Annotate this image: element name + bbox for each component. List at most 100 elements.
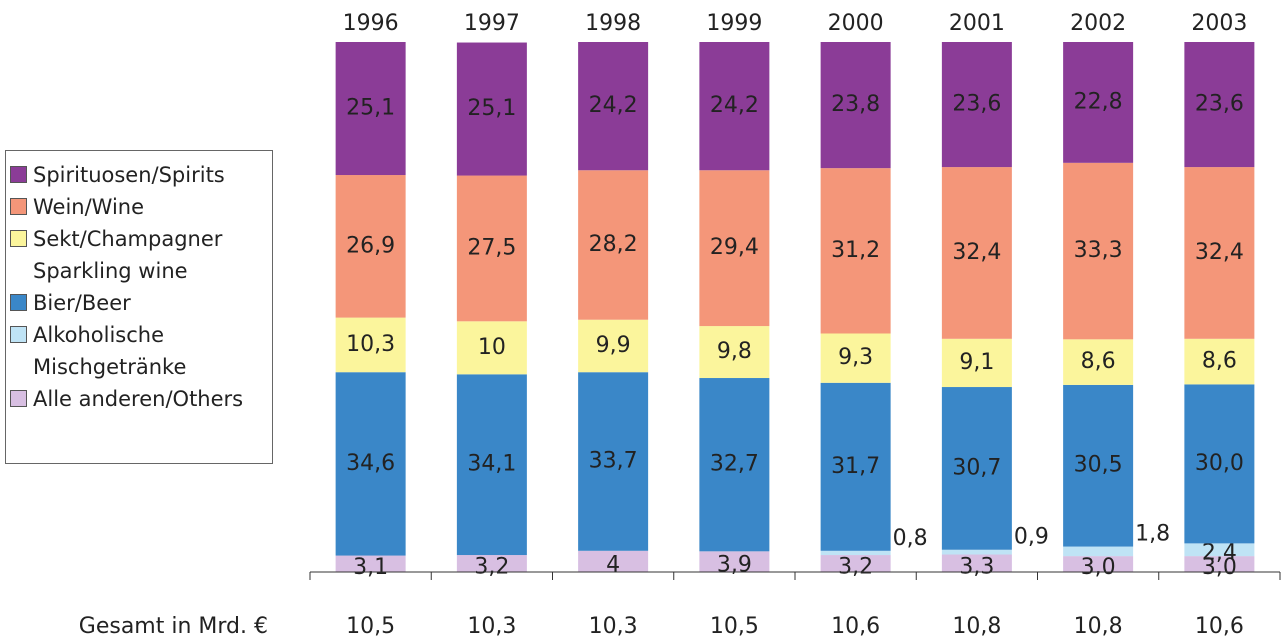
bar-segment <box>578 319 649 373</box>
value-label: 34,1 <box>467 452 516 477</box>
value-label: 31,7 <box>831 454 880 479</box>
x-tick-label: 1999 <box>706 11 762 36</box>
legend-swatch <box>10 326 27 343</box>
bar-segment <box>1063 384 1134 547</box>
bar-segment <box>578 372 649 551</box>
bar-segment <box>1063 546 1134 557</box>
value-label: 32,4 <box>952 240 1001 265</box>
legend-label: Sekt/Champagner Sparkling wine <box>33 227 223 283</box>
legend-label: Spirituosen/Spirits <box>33 163 225 187</box>
value-label: 4 <box>606 552 620 577</box>
legend-swatch <box>10 230 27 247</box>
value-label: 3,0 <box>1081 555 1116 580</box>
value-label: 0,9 <box>1014 525 1049 550</box>
value-label: 33,7 <box>589 448 638 473</box>
value-label: 32,4 <box>1195 240 1244 265</box>
bar-segment <box>456 175 527 322</box>
bar-segment <box>456 555 527 572</box>
value-label: 3,2 <box>838 555 873 580</box>
value-label: 9,1 <box>959 350 994 375</box>
legend-label: Wein/Wine <box>33 195 145 219</box>
total-label: 10,3 <box>589 614 638 639</box>
value-label: 9,3 <box>838 345 873 370</box>
value-label: 9,9 <box>596 333 631 358</box>
value-label: 22,8 <box>1074 89 1123 114</box>
value-label: 29,4 <box>710 235 759 260</box>
bar-segment <box>820 555 891 572</box>
value-label: 25,1 <box>346 96 395 121</box>
bar-segment <box>1184 384 1255 544</box>
bar-segment <box>699 170 770 327</box>
bar-segment <box>456 321 527 375</box>
bar-segment <box>941 549 1012 555</box>
total-label: 10,5 <box>710 614 759 639</box>
value-label: 3,1 <box>353 555 388 580</box>
value-label: 23,8 <box>831 92 880 117</box>
value-label: 26,9 <box>346 233 395 258</box>
legend-item: Alkoholische Mischgetränke <box>10 319 272 383</box>
bar-segment <box>941 167 1012 339</box>
legend-item: Spirituosen/Spirits <box>10 159 272 191</box>
bar-segment <box>820 333 891 383</box>
value-label: 30,7 <box>952 455 1001 480</box>
value-label: 0,8 <box>893 526 928 551</box>
value-label: 30,0 <box>1195 451 1244 476</box>
bar-segment <box>578 170 649 320</box>
value-label: 3,2 <box>474 555 509 580</box>
legend-label: Alkoholische Mischgetränke <box>33 323 187 379</box>
value-label: 30,5 <box>1074 453 1123 478</box>
value-label: 24,2 <box>710 93 759 118</box>
value-label: 33,3 <box>1074 238 1123 263</box>
legend-swatch <box>10 390 27 407</box>
value-label: 10,3 <box>346 332 395 357</box>
value-label: 3,3 <box>959 554 994 579</box>
bar-segment <box>1184 556 1255 572</box>
x-tick-label: 2001 <box>949 11 1005 36</box>
bar-segment <box>941 42 1012 168</box>
value-label: 8,6 <box>1202 349 1237 374</box>
bar-segment <box>941 338 1012 388</box>
total-label: 10,8 <box>1074 614 1123 639</box>
bar-segment <box>1063 42 1134 163</box>
bar-segment <box>335 372 406 556</box>
bar-segment <box>456 42 527 176</box>
bar-segment <box>699 551 770 572</box>
value-label: 23,6 <box>1195 92 1244 117</box>
value-label: 34,6 <box>346 451 395 476</box>
total-label: 10,6 <box>831 614 880 639</box>
bar-segment <box>941 387 1012 550</box>
legend-item: Bier/Beer <box>10 287 272 319</box>
bar-segment <box>1184 338 1255 385</box>
value-label: 3,9 <box>717 553 752 578</box>
value-label: 2,4 <box>1202 541 1237 566</box>
bar-segment <box>335 317 406 373</box>
bar-segment <box>456 374 527 556</box>
bar-segment <box>335 175 406 318</box>
bar-segment <box>699 42 770 171</box>
total-label: 10,5 <box>346 614 395 639</box>
bar-segment <box>820 382 891 551</box>
legend-item: Wein/Wine <box>10 191 272 223</box>
bar-segment <box>1184 543 1255 557</box>
total-label: 10,6 <box>1195 614 1244 639</box>
total-label: 10,3 <box>467 614 516 639</box>
bar-segment <box>820 168 891 334</box>
x-tick-label: 2003 <box>1191 11 1247 36</box>
bar-segment <box>1063 339 1134 385</box>
bar-segment <box>699 326 770 379</box>
value-label: 32,7 <box>710 452 759 477</box>
x-tick-label: 2000 <box>828 11 884 36</box>
legend-swatch <box>10 166 27 183</box>
x-tick-label: 1997 <box>464 11 520 36</box>
totals-title: Gesamt in Mrd. € <box>79 614 268 639</box>
value-label: 9,8 <box>717 339 752 364</box>
value-label: 10 <box>478 335 506 360</box>
bar-segment <box>1063 162 1134 340</box>
value-label: 1,8 <box>1135 522 1170 547</box>
value-label: 23,6 <box>952 92 1001 117</box>
bar-segment <box>335 42 406 176</box>
bar-segment <box>1184 42 1255 168</box>
bar-segment <box>1063 556 1134 572</box>
legend-label: Bier/Beer <box>33 291 131 315</box>
